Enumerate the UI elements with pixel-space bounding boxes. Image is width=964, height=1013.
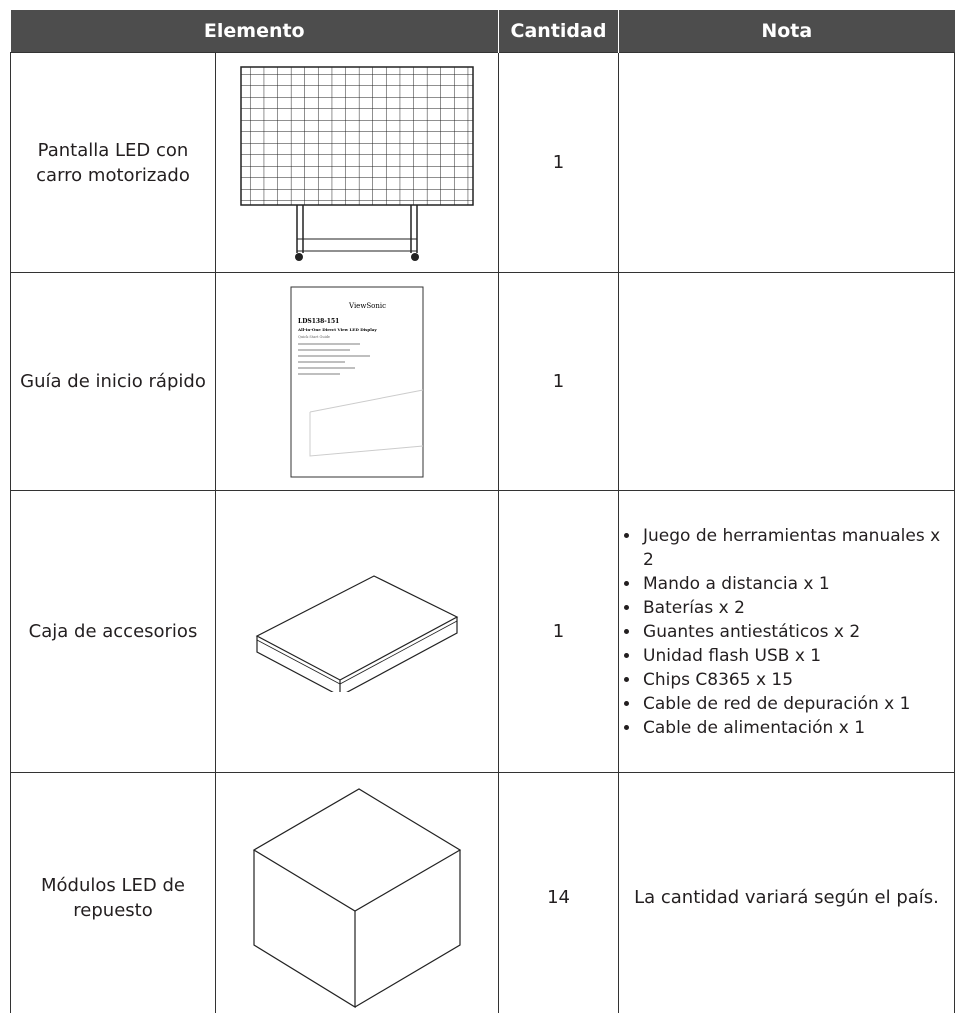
- note: La cantidad variará según el país.: [618, 772, 956, 1013]
- note-item: Baterías x 2: [641, 596, 946, 620]
- note: [618, 272, 956, 491]
- note-item: Mando a distancia x 1: [641, 572, 946, 596]
- row: Guía de inicio rápido ViewSonic LDS138-1…: [10, 272, 956, 491]
- box-image: [255, 574, 459, 692]
- note: [618, 52, 956, 273]
- cube-image: [252, 787, 462, 1008]
- image-cell: [214, 52, 500, 273]
- note-item: Cable de red de depuración x 1: [641, 692, 946, 716]
- image-text: ViewSonic: [348, 302, 386, 310]
- header-cell: Nota: [618, 10, 955, 53]
- note-item: Chips C8365 x 15: [641, 668, 946, 692]
- header-row: Elemento Cantidad Nota: [10, 10, 955, 53]
- note-item: Cable de alimentación x 1: [641, 716, 946, 740]
- quantity: 1: [498, 272, 620, 491]
- item: Módulos LED de repuesto: [10, 772, 216, 1013]
- led-screen-image: [240, 65, 474, 261]
- image-text: All-in-One Direct View LED Display: [297, 327, 377, 332]
- image-cell: ViewSonic LDS138-151 All-in-One Direct V…: [214, 272, 500, 491]
- note-item: Juego de herramientas manuales x 2: [641, 524, 946, 572]
- note: Juego de herramientas manuales x 2 Mando…: [618, 490, 956, 773]
- package-table: Elemento Cantidad Nota Pantalla LED con …: [10, 10, 956, 1013]
- item: Guía de inicio rápido: [10, 272, 216, 491]
- image-text: LDS138-151: [298, 318, 339, 325]
- image-cell: [214, 772, 500, 1013]
- row: Caja de accesorios 1 Juego de herramient…: [10, 490, 956, 773]
- guide-image: ViewSonic LDS138-151 All-in-One Direct V…: [290, 286, 424, 477]
- header-cell: Elemento: [10, 10, 499, 53]
- header-cell: Cantidad: [498, 10, 619, 53]
- note-item: Guantes antiestáticos x 2: [641, 620, 946, 644]
- note-list: Juego de herramientas manuales x 2 Mando…: [627, 524, 946, 740]
- image-cell: [214, 490, 500, 773]
- item: Caja de accesorios: [10, 490, 216, 773]
- quantity: 14: [498, 772, 620, 1013]
- note-item: Unidad flash USB x 1: [641, 644, 946, 668]
- row: Pantalla LED con carro motorizado 1: [10, 52, 956, 273]
- image-text: Quick Start Guide: [298, 335, 330, 339]
- item: Pantalla LED con carro motorizado: [10, 52, 216, 273]
- quantity: 1: [498, 52, 620, 273]
- row: Módulos LED de repuesto 14 La cantidad v…: [10, 772, 956, 1013]
- quantity: 1: [498, 490, 620, 773]
